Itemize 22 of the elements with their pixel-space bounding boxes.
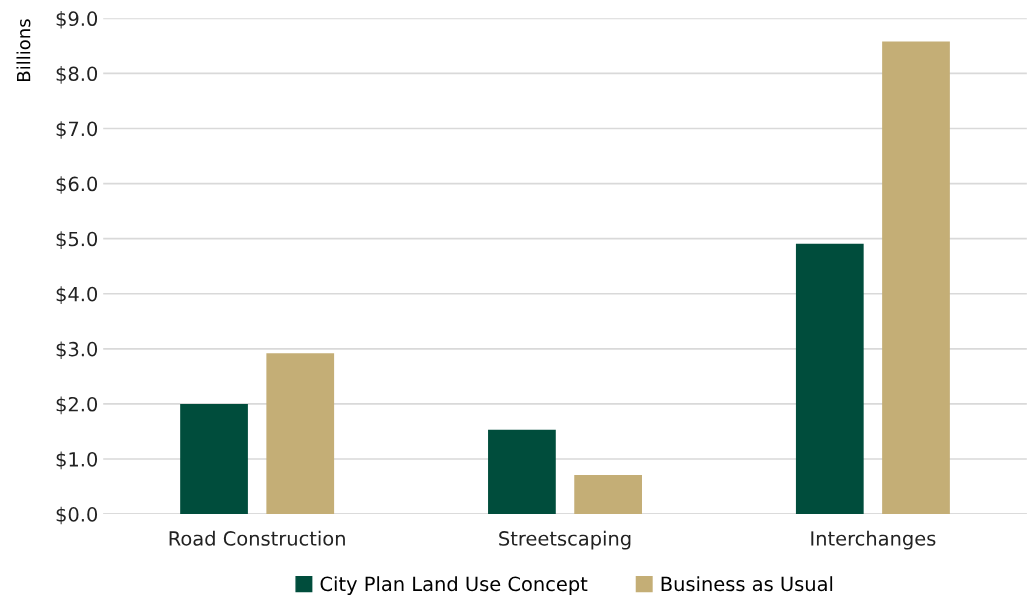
bar: [795, 243, 864, 515]
bar: [266, 353, 335, 515]
legend-label: City Plan Land Use Concept: [320, 576, 588, 596]
y-tick-label: $5.0: [56, 231, 98, 249]
y-tick-label: $6.0: [56, 176, 98, 194]
y-tick-label: $8.0: [56, 66, 98, 84]
y-tick-label: $2.0: [56, 396, 98, 415]
y-tick-label: $0.0: [56, 506, 98, 525]
y-tick-label: $9.0: [56, 10, 98, 29]
x-tick-label: Interchanges: [811, 530, 936, 550]
bar: [574, 474, 642, 515]
y-tick-label: $3.0: [56, 341, 98, 360]
bar: [488, 429, 556, 515]
x-tick-label: Road Construction: [169, 530, 345, 546]
y-tick-label: $7.0: [56, 121, 98, 139]
bar: [882, 41, 950, 515]
x-tick-label: Streetscaping: [499, 530, 631, 550]
legend-label: Business as Usual: [661, 576, 833, 592]
y-tick-label: $1.0: [56, 451, 98, 470]
y-tick-label: $4.0: [56, 286, 98, 305]
bar: [180, 403, 248, 515]
y-axis-title: Billions: [16, 19, 31, 81]
